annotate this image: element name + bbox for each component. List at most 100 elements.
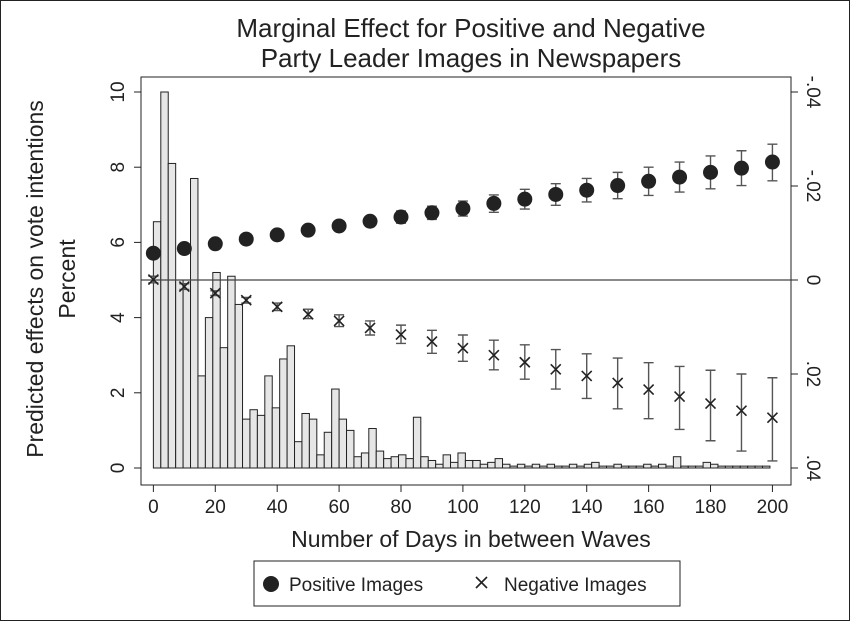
histogram-bar: [628, 465, 637, 469]
histogram-bar: [583, 463, 593, 469]
legend-label-positive: Positive Images: [289, 575, 423, 596]
histogram-bar: [264, 375, 273, 469]
y-axis-label-line-2: Percent: [54, 239, 80, 319]
chart-title-line-2: Party Leader Images in Newspapers: [261, 43, 682, 73]
chart-title-line-1: Marginal Effect for Positive and Negativ…: [236, 13, 705, 43]
positive-point-marker: [733, 160, 749, 176]
negative-point-marker: [612, 377, 624, 389]
negative-point-marker: [766, 412, 778, 424]
negative-point-marker: [519, 356, 531, 368]
positive-point-marker: [703, 164, 719, 180]
left-y-tick-label: 6: [108, 237, 129, 248]
histogram-bar: [457, 452, 466, 469]
negative-point-marker: [209, 287, 221, 299]
series-markers: [145, 143, 780, 462]
histogram-bar: [308, 418, 318, 469]
positive-point-marker: [486, 195, 502, 211]
positive-point-marker: [424, 205, 440, 221]
histogram-bar: [710, 463, 719, 469]
negative-point-marker: [735, 405, 748, 417]
negative-error-bar: [674, 365, 685, 431]
negative-error-bar: [736, 373, 747, 452]
histogram-bar: [502, 463, 511, 469]
plot-region: [140, 76, 792, 486]
negative-error-bar: [643, 362, 654, 420]
positive-point-marker: [145, 245, 161, 261]
histogram-bar: [242, 418, 251, 469]
histogram-bar: [420, 456, 429, 469]
histogram-bar: [405, 458, 414, 469]
histogram-bar: [412, 416, 422, 469]
negative-point-marker: [550, 363, 562, 375]
histogram-bar: [695, 465, 704, 469]
histogram-bar: [286, 345, 296, 469]
histogram-bar: [442, 454, 452, 469]
positive-point-marker: [455, 201, 471, 217]
histogram-bar: [360, 452, 370, 469]
histogram-bar: [509, 465, 518, 469]
left-y-tick-label: 2: [108, 388, 129, 399]
histogram-bar: [427, 459, 437, 469]
positive-point-marker: [300, 222, 316, 238]
left-y-tick-label: 0: [108, 463, 129, 474]
histogram-bar: [279, 358, 288, 469]
positive-point-marker: [610, 178, 626, 194]
histogram-bar: [658, 463, 667, 469]
negative-point-marker: [271, 301, 283, 313]
histogram-bar: [650, 465, 660, 469]
negative-point-marker: [704, 398, 717, 410]
positive-point-marker: [362, 213, 378, 229]
histogram-bar: [234, 303, 244, 469]
legend-label-negative: Negative Images: [504, 575, 647, 596]
negative-error-bar: [767, 377, 778, 462]
negative-point-marker: [395, 328, 407, 341]
histogram-bar: [190, 177, 199, 469]
histogram-bar: [620, 465, 630, 469]
x-tick-label: 140: [571, 497, 603, 518]
histogram-bar: [375, 450, 385, 469]
histogram-bar: [331, 388, 340, 469]
axes: 0 20 40 60 80 100 120 140 160 180 200 0 2 4 6 8 10 .04 .02…: [108, 76, 823, 518]
histogram-bar: [561, 465, 570, 469]
negative-point-marker: [674, 390, 686, 403]
positive-point-marker: [764, 154, 780, 170]
negative-point-marker: [643, 383, 655, 396]
x-tick-label: 0: [148, 497, 159, 518]
histogram-bar: [323, 431, 333, 469]
histogram-bar: [346, 429, 355, 469]
histogram-bar: [227, 275, 236, 469]
histogram-bar: [762, 465, 771, 469]
negative-point-marker: [364, 322, 376, 334]
negative-point-marker: [581, 370, 593, 382]
right-y-tick-label: -.04: [802, 76, 823, 109]
histogram-bar: [747, 465, 756, 469]
x-tick-label: 180: [695, 497, 727, 518]
histogram-bar: [732, 465, 741, 469]
histogram-bar: [531, 463, 541, 469]
histogram-bar: [539, 465, 548, 469]
positive-point-marker: [548, 186, 564, 202]
histogram-bar: [487, 461, 496, 469]
histogram-bar: [680, 465, 689, 469]
negative-point-marker: [426, 336, 438, 348]
histogram-bar: [338, 418, 348, 469]
x-tick-label: 40: [267, 497, 288, 518]
histogram-bar: [450, 461, 459, 469]
left-y-tick-label: 4: [108, 312, 129, 323]
histogram-bar: [271, 407, 281, 469]
histogram-bar: [301, 412, 310, 469]
negative-point-marker: [488, 349, 500, 361]
histogram-bar: [665, 465, 674, 469]
x-tick-label: 160: [633, 497, 665, 518]
histogram-bar: [398, 454, 407, 469]
positive-point-marker: [238, 231, 254, 247]
histogram-bar: [353, 456, 362, 469]
negative-point-marker: [457, 342, 469, 354]
histogram-bar: [175, 279, 184, 469]
histogram-bar: [212, 271, 221, 469]
y-axis-label-line-1: Predicted effects on vote intentions: [22, 100, 48, 458]
positive-point-marker: [579, 182, 595, 198]
histogram-bar: [568, 463, 578, 469]
positive-point-marker: [269, 227, 285, 243]
